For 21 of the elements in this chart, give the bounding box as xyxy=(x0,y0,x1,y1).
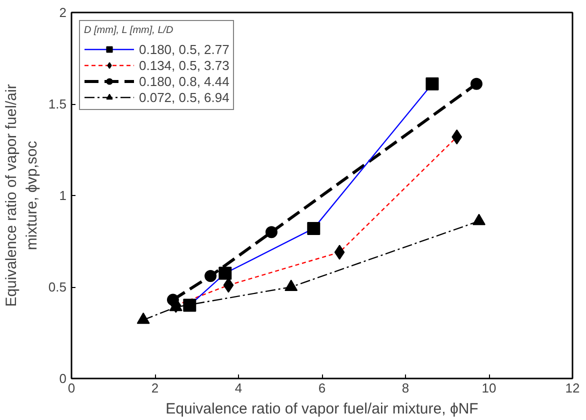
point xyxy=(265,226,278,238)
legend-label: 0.180, 0.8, 4.44 xyxy=(139,73,230,89)
legend-label: 0.134, 0.5, 3.73 xyxy=(139,57,230,73)
x-tick-label: 12 xyxy=(565,380,580,396)
x-tick-label: 10 xyxy=(482,380,496,396)
x-tick-label: 4 xyxy=(234,380,242,396)
y-tick-label: 0 xyxy=(59,371,67,386)
y-tick-label: 0.5 xyxy=(48,280,67,294)
y-tick-label: 1.5 xyxy=(48,96,67,112)
x-tick-label: 8 xyxy=(402,380,410,396)
y-tick-label: 1 xyxy=(59,188,67,203)
legend-title: D [mm], L [mm], L/D xyxy=(84,25,174,36)
y-axis-title: Equivalence ratio of vapor fuel/air mixture, ϕvp,soc xyxy=(3,84,40,307)
x-axis-title: Equivalence ratio of vapor fuel/air mixture, ϕNF xyxy=(166,400,478,418)
x-tick-label: 6 xyxy=(318,380,326,396)
point xyxy=(470,78,482,90)
legend-label: 0.072, 0.5, 6.94 xyxy=(139,89,230,105)
point xyxy=(204,270,217,282)
legend-label: 0.180, 0.5, 2.77 xyxy=(139,41,230,57)
y-tick-label: 2 xyxy=(59,5,67,20)
x-tick-label: 2 xyxy=(151,380,159,396)
